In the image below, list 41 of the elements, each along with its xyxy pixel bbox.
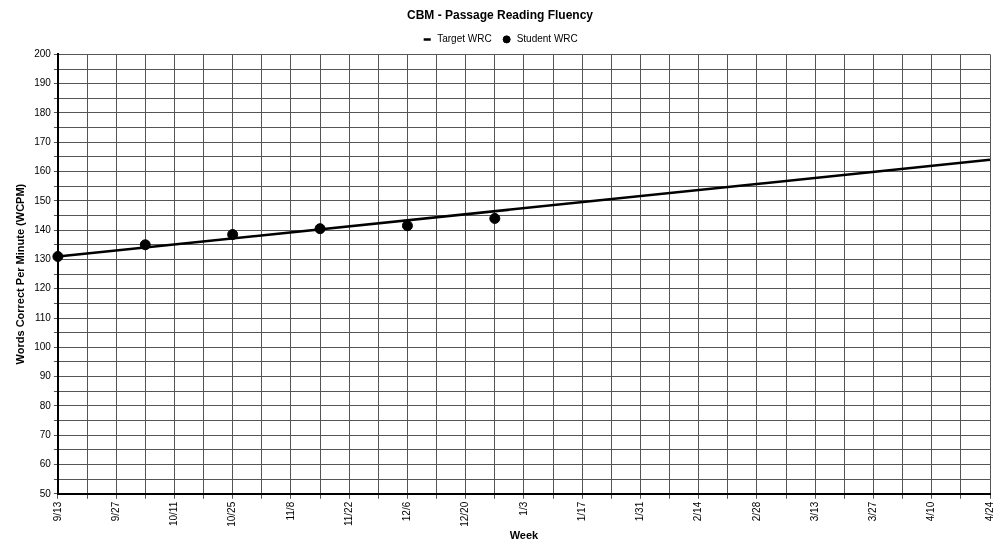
y-tick-label: 160 bbox=[34, 165, 52, 177]
x-tick-label: 1/3 bbox=[517, 501, 529, 516]
y-tick-label: 180 bbox=[34, 106, 52, 118]
x-tick-label: 3/13 bbox=[808, 501, 820, 522]
x-tick-label: 12/20 bbox=[459, 501, 471, 527]
x-tick-label: 2/14 bbox=[692, 501, 704, 522]
x-tick-label: 9/13 bbox=[51, 501, 63, 522]
y-tick-label: 200 bbox=[34, 48, 52, 60]
y-tick-label: 110 bbox=[34, 311, 52, 323]
y-tick-label: 190 bbox=[34, 77, 52, 89]
chart-title: CBM - Passage Reading Fluency bbox=[406, 7, 594, 22]
y-tick-label: 100 bbox=[34, 341, 52, 353]
x-tick-label: 11/22 bbox=[342, 501, 354, 527]
y-tick-label: 70 bbox=[39, 428, 52, 440]
x-tick-label: 2/28 bbox=[750, 501, 762, 522]
legend-label: Target WRC bbox=[437, 33, 492, 45]
y-tick-label: 130 bbox=[34, 253, 52, 265]
y-tick-label: 140 bbox=[34, 223, 52, 235]
y-tick-label: 80 bbox=[39, 399, 52, 411]
x-tick-label: 10/25 bbox=[226, 501, 238, 527]
y-axis-title: Words Correct Per Minute (WCPM) bbox=[13, 183, 26, 365]
x-tick-label: 11/8 bbox=[284, 501, 296, 521]
x-tick-label: 4/10 bbox=[925, 501, 937, 522]
point bbox=[52, 251, 64, 263]
x-tick-label: 9/27 bbox=[109, 501, 121, 522]
y-tick-label: 170 bbox=[34, 136, 52, 148]
legend-label: Student WRC bbox=[516, 33, 578, 45]
y-tick-label: 150 bbox=[34, 194, 52, 206]
y-tick-label: 90 bbox=[39, 370, 52, 382]
x-tick-label: 12/6 bbox=[401, 501, 413, 522]
point bbox=[489, 212, 501, 224]
x-tick-label: 3/27 bbox=[867, 501, 879, 522]
x-tick-label: 1/31 bbox=[634, 501, 646, 522]
x-tick-label: 1/17 bbox=[575, 501, 587, 522]
y-tick-label: 120 bbox=[34, 282, 52, 294]
y-tick-label: 60 bbox=[39, 458, 52, 470]
x-tick-label: 4/24 bbox=[983, 501, 995, 522]
x-axis-title: Week bbox=[509, 529, 540, 542]
y-tick-label: 50 bbox=[39, 487, 52, 499]
point bbox=[401, 220, 413, 232]
x-tick-label: 10/11 bbox=[168, 501, 180, 527]
